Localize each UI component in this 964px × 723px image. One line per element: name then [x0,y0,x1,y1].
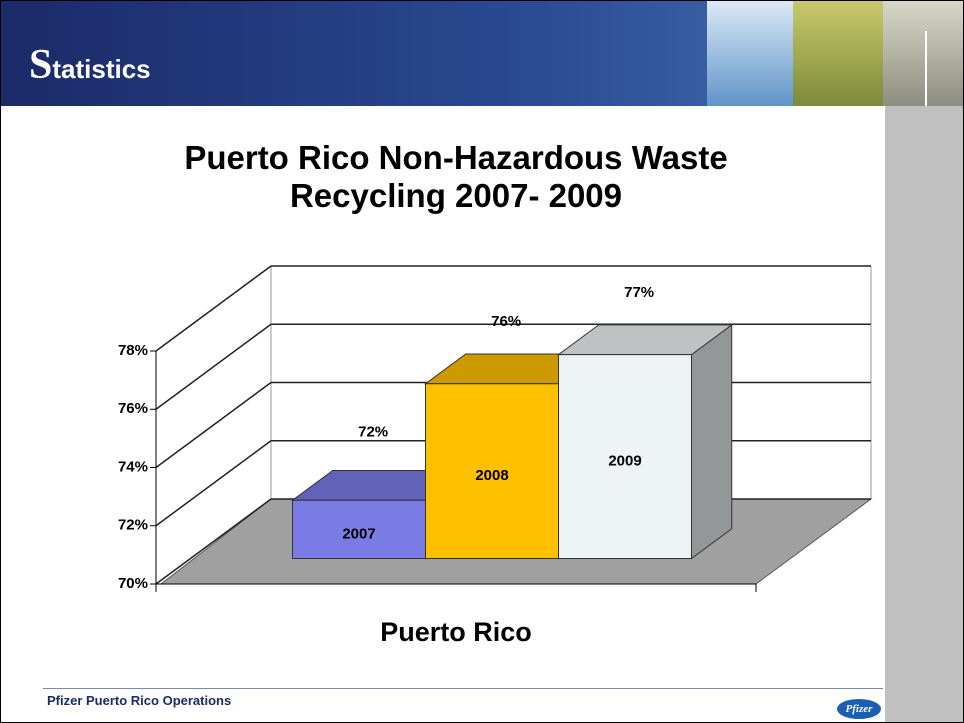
series-label: 2007 [342,525,375,542]
grid-line [156,266,271,351]
y-tick-label: 78% [118,342,148,359]
series-label: 2009 [608,453,641,470]
side-panel [885,106,963,722]
chart: 70% 72% 74% 76% 78% Puerto Rico 2007 72% 2008 76%… [1,1,885,681]
grid-line [156,324,271,409]
slide: Statistics Puerto Rico Non-Hazardous Was… [0,0,964,723]
footer-text: Pfizer Puerto Rico Operations [47,693,231,708]
grid-line [156,383,271,468]
data-label: 72% [358,423,388,440]
series-label: 2008 [475,467,508,484]
footer-line [43,688,883,689]
y-tick-label: 74% [118,458,148,475]
y-tick-label: 72% [118,517,148,534]
data-label: 76% [491,313,521,330]
bar-side [692,325,732,559]
logo: Pfizer [837,699,881,719]
data-label: 77% [624,284,654,301]
y-tick-label: 76% [118,400,148,417]
x-axis-label: Puerto Rico [380,617,532,647]
y-tick-label: 70% [118,575,148,592]
